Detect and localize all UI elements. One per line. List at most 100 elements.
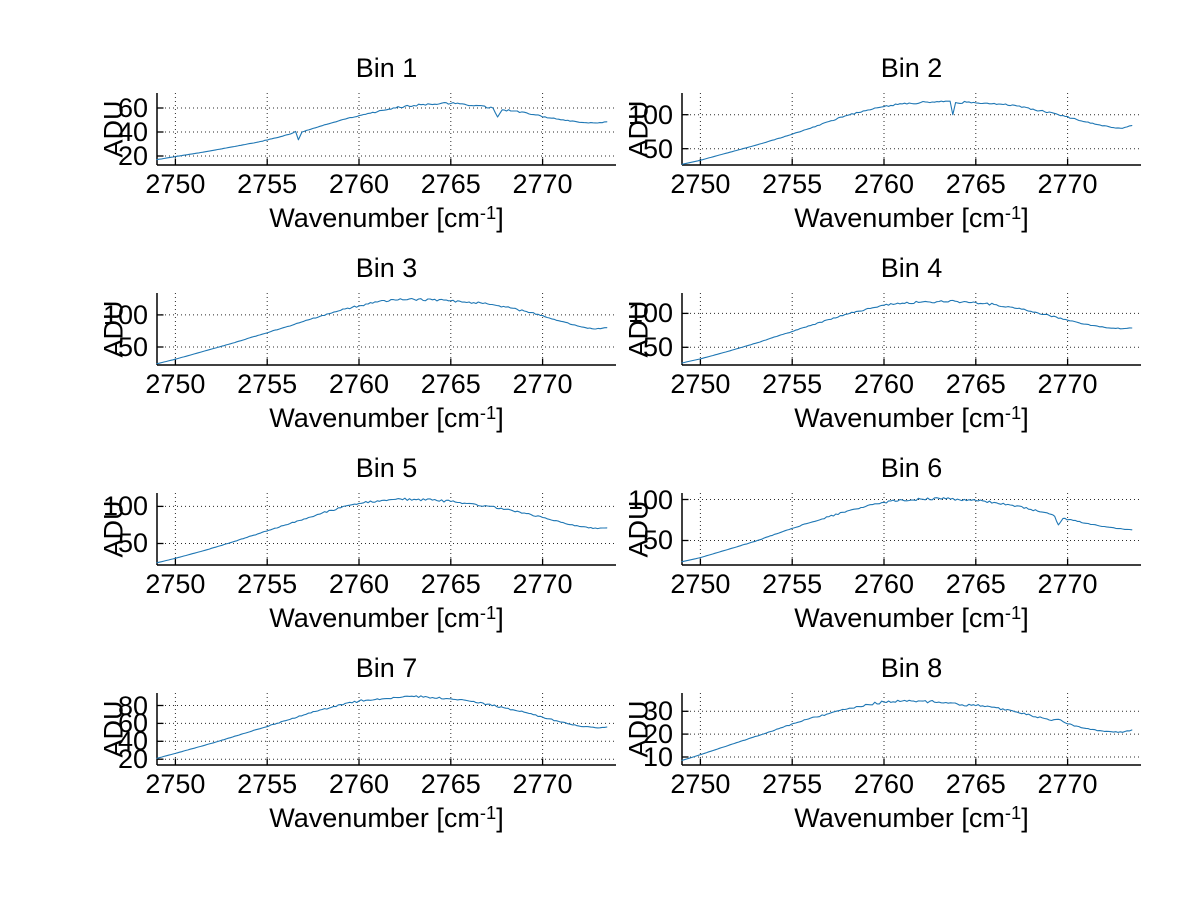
x-axis-label: Wavenumber [cm-1] <box>682 201 1141 238</box>
x-tick-label: 2770 <box>512 369 573 399</box>
x-tick-label: 2760 <box>328 369 389 399</box>
y-tick-label: 100 <box>627 484 673 515</box>
x-tick-label: 2770 <box>512 569 573 599</box>
plot-area <box>156 293 616 366</box>
y-tick-label: 50 <box>117 528 148 559</box>
x-tick-label: 2755 <box>762 769 823 799</box>
x-tick-label: 2755 <box>762 369 823 399</box>
x-tick-label: 2760 <box>853 369 914 399</box>
x-tick-label: 2760 <box>328 769 389 799</box>
x-axis-label-exponent: -1 <box>479 801 497 823</box>
plot-area <box>681 493 1141 566</box>
y-tick-label: 100 <box>102 299 148 330</box>
subplot-bin-3: Bin 3 ADU Wavenumber [cm-1] 2750 2755 2760… <box>82 248 642 448</box>
x-axis-label-text: Wavenumber [cm <box>269 403 480 433</box>
x-tick-label: 2750 <box>145 569 206 599</box>
y-tick-label: 40 <box>117 726 148 757</box>
x-axis-label-close: ] <box>496 603 504 633</box>
x-tick-label: 2765 <box>420 169 481 199</box>
plot-area <box>681 693 1141 766</box>
plot-title: Bin 8 <box>880 653 943 683</box>
x-axis-label-text: Wavenumber [cm <box>794 603 1005 633</box>
y-tick-label: 40 <box>117 117 148 147</box>
x-axis-label: Wavenumber [cm-1] <box>682 401 1141 438</box>
y-tick-label: 60 <box>117 708 148 739</box>
x-tick-label: 2755 <box>237 369 298 399</box>
y-tick-label: 20 <box>117 141 148 171</box>
x-axis-label-close: ] <box>496 203 504 233</box>
x-tick-label: 2770 <box>1037 569 1098 599</box>
x-axis-label-close: ] <box>496 403 504 433</box>
x-tick-label: 2750 <box>670 369 731 399</box>
subplot-bin-1: Bin 1 ADU Wavenumber [cm-1] 2750 2755 2760… <box>82 48 642 248</box>
x-axis-label: Wavenumber [cm-1] <box>157 201 616 238</box>
y-tick-label: 50 <box>642 133 673 164</box>
plot-title: Bin 7 <box>355 653 418 683</box>
plot-title: Bin 1 <box>355 53 418 83</box>
x-tick-label: 2760 <box>853 569 914 599</box>
x-tick-label: 2765 <box>420 769 481 799</box>
x-tick-label: 2750 <box>670 569 731 599</box>
y-tick-label: 50 <box>642 525 673 556</box>
x-axis-label-close: ] <box>1021 203 1029 233</box>
x-tick-label: 2755 <box>237 569 298 599</box>
subplot-bin-8: Bin 8 ADU Wavenumber [cm-1] 2750 2755 2760… <box>607 648 1167 848</box>
y-tick-label: 100 <box>102 491 148 522</box>
x-axis-label: Wavenumber [cm-1] <box>157 801 616 838</box>
y-tick-label: 10 <box>642 742 673 772</box>
x-tick-label: 2755 <box>762 169 823 199</box>
x-axis-label: Wavenumber [cm-1] <box>682 801 1141 838</box>
y-tick-label: 50 <box>117 332 148 362</box>
y-tick-label: 100 <box>627 99 673 130</box>
y-tick-label: 60 <box>117 93 148 123</box>
x-tick-label: 2765 <box>420 369 481 399</box>
x-axis-label-exponent: -1 <box>479 401 497 423</box>
plot-area <box>156 93 616 166</box>
x-tick-label: 2770 <box>512 769 573 799</box>
x-axis-label-exponent: -1 <box>1004 201 1022 223</box>
x-axis-label: Wavenumber [cm-1] <box>157 601 616 638</box>
x-tick-label: 2750 <box>145 169 206 199</box>
y-tick-label: 30 <box>642 696 673 727</box>
x-axis-label-close: ] <box>1021 803 1029 833</box>
x-axis-label-text: Wavenumber [cm <box>794 403 1005 433</box>
plot-area <box>681 293 1141 366</box>
y-tick-label: 50 <box>642 332 673 363</box>
y-tick-label: 80 <box>117 690 148 721</box>
x-tick-label: 2750 <box>670 169 731 199</box>
x-axis-label-close: ] <box>496 803 504 833</box>
plot-title: Bin 3 <box>355 253 418 283</box>
x-tick-label: 2765 <box>945 769 1006 799</box>
x-axis-label-text: Wavenumber [cm <box>269 803 480 833</box>
x-tick-label: 2765 <box>945 169 1006 199</box>
subplot-bin-2: Bin 2 ADU Wavenumber [cm-1] 2750 2755 2760… <box>607 48 1167 248</box>
plot-area <box>681 93 1141 166</box>
y-tick-label: 20 <box>117 744 148 775</box>
x-axis-label-text: Wavenumber [cm <box>794 803 1005 833</box>
x-tick-label: 2770 <box>512 169 573 199</box>
x-axis-label: Wavenumber [cm-1] <box>682 601 1141 638</box>
x-tick-label: 2750 <box>145 369 206 399</box>
plot-area <box>156 493 616 566</box>
subplot-bin-7: Bin 7 ADU Wavenumber [cm-1] 2750 2755 2760… <box>82 648 642 848</box>
x-axis-label-exponent: -1 <box>479 201 497 223</box>
x-axis-label-exponent: -1 <box>1004 601 1022 623</box>
subplot-bin-5: Bin 5 ADU Wavenumber [cm-1] 2750 2755 2760… <box>82 448 642 648</box>
x-tick-label: 2760 <box>853 169 914 199</box>
plot-title: Bin 2 <box>880 53 943 83</box>
x-tick-label: 2755 <box>237 769 298 799</box>
x-tick-label: 2770 <box>1037 169 1098 199</box>
x-axis-label-exponent: -1 <box>1004 801 1022 823</box>
x-tick-label: 2770 <box>1037 769 1098 799</box>
subplot-bin-4: Bin 4 ADU Wavenumber [cm-1] 2750 2755 2760… <box>607 248 1167 448</box>
plot-title: Bin 5 <box>355 453 418 483</box>
plot-title: Bin 4 <box>880 253 943 283</box>
x-tick-label: 2755 <box>237 169 298 199</box>
x-tick-label: 2765 <box>945 369 1006 399</box>
x-axis-label-text: Wavenumber [cm <box>794 203 1005 233</box>
plot-area <box>156 693 616 766</box>
x-tick-label: 2760 <box>328 169 389 199</box>
x-axis-label-close: ] <box>1021 603 1029 633</box>
x-tick-label: 2770 <box>1037 369 1098 399</box>
